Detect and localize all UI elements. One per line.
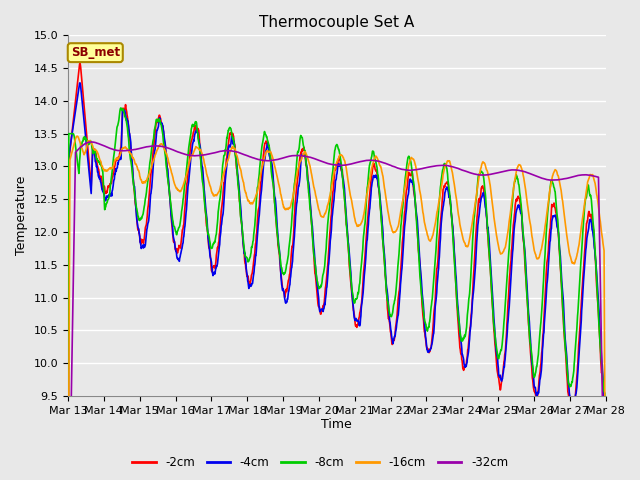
Legend: -2cm, -4cm, -8cm, -16cm, -32cm: -2cm, -4cm, -8cm, -16cm, -32cm [127, 452, 513, 474]
Y-axis label: Temperature: Temperature [15, 176, 28, 255]
Title: Thermocouple Set A: Thermocouple Set A [259, 15, 415, 30]
Text: SB_met: SB_met [70, 46, 120, 59]
X-axis label: Time: Time [321, 419, 352, 432]
